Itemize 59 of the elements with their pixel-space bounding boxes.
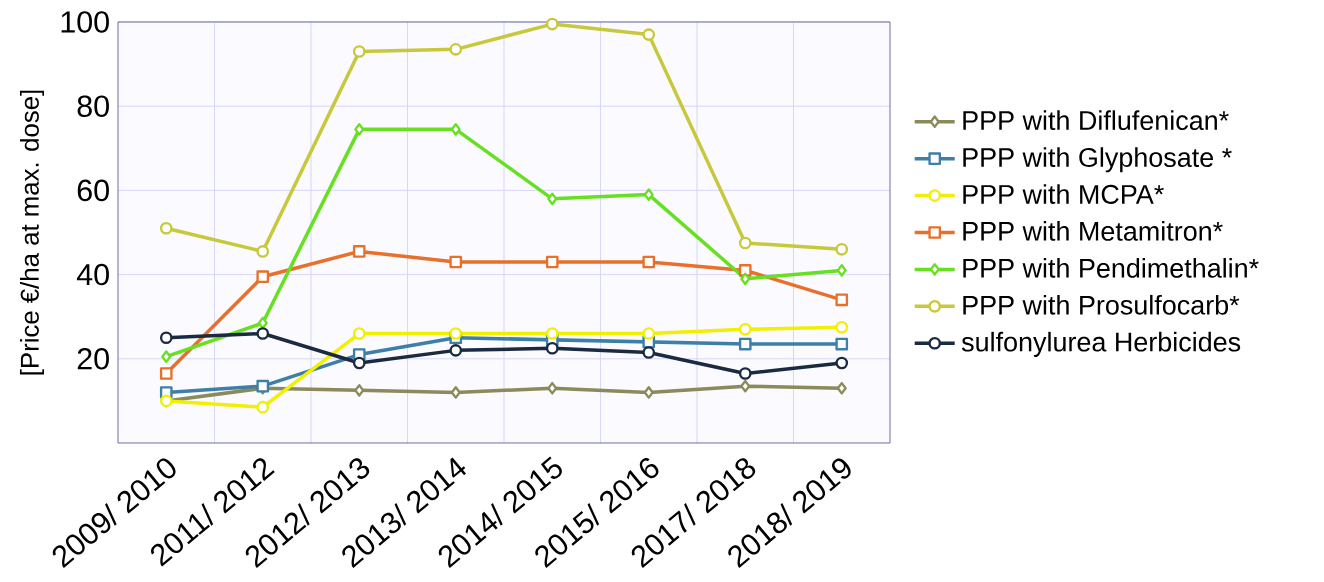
point <box>836 264 847 277</box>
point <box>547 192 558 206</box>
point <box>450 123 461 136</box>
legend-label: PPP with Diflufenican* <box>963 110 1229 131</box>
legend-label: PPP with Prosulfocarb* <box>963 294 1240 315</box>
y-tick-label: 80 <box>77 95 109 117</box>
y-tick-label: 20 <box>77 348 109 370</box>
point <box>161 350 172 363</box>
legend-label: PPP with Glyphosate * <box>963 147 1232 173</box>
point <box>738 322 752 336</box>
point <box>159 367 173 380</box>
point <box>256 400 270 414</box>
point <box>354 384 365 397</box>
point <box>257 316 268 330</box>
point <box>740 379 751 393</box>
point <box>256 245 270 258</box>
point <box>835 243 849 256</box>
point <box>835 320 849 334</box>
point <box>449 327 463 340</box>
point <box>449 43 463 56</box>
legend-label: sulfonylurea Herbicides <box>961 331 1241 357</box>
point <box>740 272 751 286</box>
point <box>738 236 752 250</box>
point <box>545 17 559 31</box>
y-tick-label: 100 <box>61 11 109 33</box>
point <box>835 356 849 370</box>
point <box>449 344 463 357</box>
point <box>836 381 847 395</box>
point <box>450 386 461 399</box>
point <box>352 356 366 370</box>
y-axis-title: [Price €/ha at max. dose] <box>19 90 44 375</box>
point <box>643 386 654 399</box>
point <box>642 255 656 269</box>
point <box>352 45 366 58</box>
point <box>449 255 463 269</box>
point <box>738 337 752 351</box>
point <box>159 221 173 235</box>
legend-label: PPP with Metamitron* <box>963 221 1223 241</box>
point <box>354 123 365 136</box>
point <box>545 341 559 355</box>
point <box>545 255 559 269</box>
point <box>256 327 270 340</box>
y-tick-label: 40 <box>76 263 109 286</box>
point <box>547 381 558 395</box>
point <box>256 270 270 284</box>
point <box>159 331 173 345</box>
point <box>352 327 366 340</box>
point <box>642 28 656 41</box>
legend-label: PPP with Pendimethalin* <box>963 257 1259 278</box>
point <box>835 293 849 307</box>
point <box>642 346 656 359</box>
point <box>643 188 654 201</box>
point <box>738 367 752 380</box>
point <box>835 337 849 351</box>
legend-label: PPP with MCPA* <box>963 184 1164 204</box>
point <box>545 327 559 340</box>
point <box>352 245 366 258</box>
point <box>642 327 656 340</box>
y-tick-label: 60 <box>77 179 109 202</box>
